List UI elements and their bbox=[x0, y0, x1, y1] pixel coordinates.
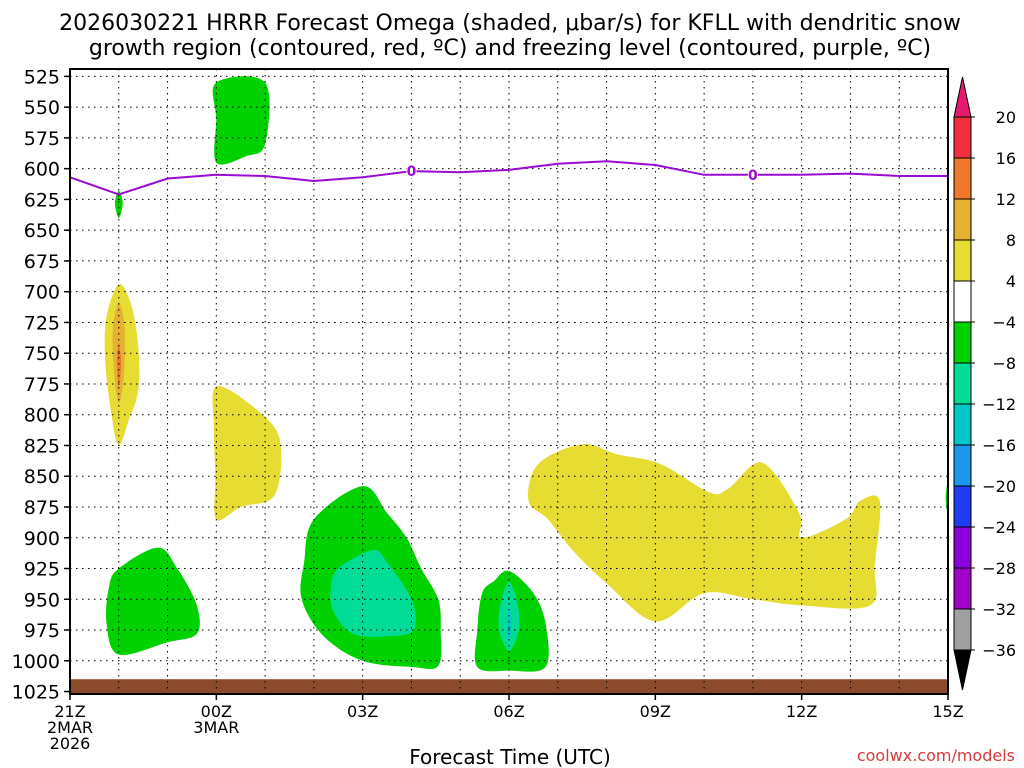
colorbar-label: −28 bbox=[982, 559, 1016, 578]
y-axis-ticks: 525 550 575 600 625 650 675 700 725 750 775 800 825 8… bbox=[12, 66, 70, 704]
freezing-label-bg bbox=[747, 166, 758, 182]
x-tick-label: 3MAR bbox=[193, 718, 239, 737]
omega-region-small-green bbox=[114, 190, 123, 218]
y-tick-label: 625 bbox=[24, 189, 60, 211]
omega-region-center-teal bbox=[330, 549, 417, 637]
colorbar-band bbox=[953, 403, 972, 446]
chart-title-line-1: 2026030221 HRRR Forecast Omega (shaded, … bbox=[59, 11, 961, 36]
colorbar: 20 16 12 8 4 −4 −8 −12 −16 −20 −24 −28 −32 −36 bbox=[953, 76, 1016, 691]
x-tick-label: 00Z bbox=[201, 702, 232, 721]
y-tick-label: 900 bbox=[24, 528, 60, 550]
x-tick-label: 12Z bbox=[786, 702, 817, 721]
y-tick-label: 925 bbox=[24, 559, 60, 581]
y-tick-label: 775 bbox=[24, 374, 60, 396]
colorbar-label: −12 bbox=[982, 395, 1016, 414]
y-tick-label: 550 bbox=[24, 97, 60, 119]
y-tick-label: 700 bbox=[24, 282, 60, 304]
x-axis-label: Forecast Time (UTC) bbox=[409, 745, 611, 768]
colorbar-band bbox=[953, 567, 972, 610]
freezing-label-bg bbox=[406, 163, 417, 179]
colorbar-band bbox=[953, 321, 972, 364]
chart-title-line-2: growth region (contoured, red, ºC) and f… bbox=[89, 36, 931, 61]
colorbar-band bbox=[953, 116, 972, 159]
x-tick-label: 21Z bbox=[54, 702, 85, 721]
y-tick-label: 725 bbox=[24, 312, 60, 334]
freezing-level-label: 0 bbox=[407, 164, 417, 180]
colorbar-band bbox=[953, 239, 972, 282]
colorbar-band bbox=[953, 608, 972, 651]
y-tick-label: 975 bbox=[24, 620, 60, 642]
colorbar-label: 12 bbox=[996, 190, 1016, 209]
y-tick-label: 850 bbox=[24, 466, 60, 488]
x-tick-label: 03Z bbox=[347, 702, 378, 721]
omega-region-mid-yellow bbox=[212, 386, 282, 521]
colorbar-label: −8 bbox=[992, 354, 1016, 373]
colorbar-band bbox=[953, 362, 972, 405]
y-tick-label: 575 bbox=[24, 128, 60, 150]
credit-text: coolwx.com/models bbox=[857, 746, 1015, 765]
colorbar-band bbox=[953, 485, 972, 528]
colorbar-top-triangle bbox=[953, 76, 972, 118]
y-tick-label: 1000 bbox=[12, 651, 60, 673]
y-tick-label: 875 bbox=[24, 497, 60, 519]
colorbar-band bbox=[953, 280, 972, 323]
y-tick-label: 1025 bbox=[12, 682, 60, 704]
omega-region-upper-green bbox=[212, 76, 270, 165]
colorbar-label: 4 bbox=[1006, 272, 1016, 291]
y-tick-label: 600 bbox=[24, 159, 60, 181]
colorbar-label: −36 bbox=[982, 641, 1016, 660]
x-tick-label: 2026 bbox=[50, 734, 91, 753]
y-tick-label: 800 bbox=[24, 405, 60, 427]
colorbar-label: −24 bbox=[982, 518, 1016, 537]
colorbar-label: 16 bbox=[996, 149, 1016, 168]
colorbar-label: −32 bbox=[982, 600, 1016, 619]
colorbar-label: 20 bbox=[996, 108, 1016, 127]
ground-strip bbox=[70, 679, 948, 694]
omega-region-right-yellow bbox=[528, 443, 881, 622]
colorbar-label: 8 bbox=[1006, 231, 1016, 250]
y-tick-label: 750 bbox=[24, 343, 60, 365]
y-tick-label: 650 bbox=[24, 220, 60, 242]
omega-region-lower-left-green bbox=[106, 547, 200, 656]
y-tick-label: 950 bbox=[24, 589, 60, 611]
x-tick-label: 15Z bbox=[932, 702, 963, 721]
y-tick-label: 825 bbox=[24, 435, 60, 457]
colorbar-label: −4 bbox=[992, 313, 1016, 332]
x-tick-label: 09Z bbox=[640, 702, 671, 721]
colorbar-band bbox=[953, 444, 972, 487]
freezing-level-label: 0 bbox=[748, 168, 758, 184]
colorbar-bottom-triangle bbox=[953, 649, 972, 691]
colorbar-label: −16 bbox=[982, 436, 1016, 455]
colorbar-band bbox=[953, 198, 972, 241]
colorbar-band bbox=[953, 157, 972, 200]
y-tick-label: 525 bbox=[24, 66, 60, 88]
colorbar-label: −20 bbox=[982, 477, 1016, 496]
y-tick-label: 675 bbox=[24, 251, 60, 273]
x-tick-label: 06Z bbox=[493, 702, 524, 721]
omega-shaded-regions bbox=[104, 76, 949, 672]
freezing-level-line bbox=[69, 160, 948, 196]
ground-surface bbox=[70, 679, 948, 694]
colorbar-band bbox=[953, 526, 972, 569]
x-tick-label: 2MAR bbox=[47, 718, 93, 737]
omega-region-right-cyan bbox=[506, 605, 512, 643]
grid-lines bbox=[70, 69, 948, 694]
